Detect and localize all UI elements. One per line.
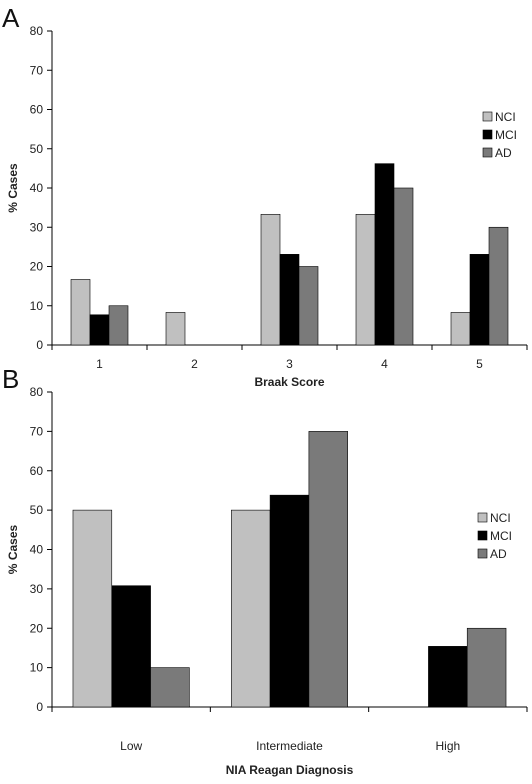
bar-mci <box>111 585 151 708</box>
legend-swatch-ad <box>482 147 493 158</box>
y-tick-label: 20 <box>30 260 44 274</box>
bar-mci <box>279 254 300 346</box>
bar-nci <box>231 509 271 708</box>
y-tick-label: 10 <box>30 299 44 313</box>
legend-label: MCI <box>490 529 512 543</box>
y-tick-label: 70 <box>30 424 44 438</box>
y-tick-label: 60 <box>30 464 44 478</box>
y-tick-label: 20 <box>30 621 44 635</box>
x-axis-title: NIA Reagan Diagnosis <box>226 763 354 777</box>
bar-nci <box>355 213 376 346</box>
legend-swatch-mci <box>482 129 493 140</box>
y-tick-label: 50 <box>30 503 44 517</box>
bar-ad <box>150 667 190 708</box>
y-tick-label: 60 <box>30 103 44 117</box>
x-axis-title: Braak Score <box>254 375 324 389</box>
legend-swatch-nci <box>482 111 493 122</box>
y-tick-label: 0 <box>36 700 43 714</box>
y-tick-label: 0 <box>36 338 43 352</box>
bar-mci <box>374 163 395 346</box>
bar-nci <box>165 312 186 346</box>
chart-panel-2: B 0 10 20 30 40 50 60 70 80 % Cases Low Intermediate… <box>2 364 528 777</box>
x-tick-label: Intermediate <box>256 739 323 753</box>
bar-ad <box>393 187 414 346</box>
bar-ad <box>466 627 507 708</box>
bar-ad <box>298 266 319 346</box>
legend-label: MCI <box>495 128 517 142</box>
y-tick-label: 80 <box>30 24 44 38</box>
x-tick-label: 2 <box>191 357 198 371</box>
y-tick-label: 70 <box>30 63 44 77</box>
y-tick-label: 50 <box>30 142 44 156</box>
bar-ad <box>488 226 509 346</box>
bar-nci <box>450 312 471 346</box>
y-tick-label: 10 <box>30 661 44 675</box>
legend-label: NCI <box>490 511 511 525</box>
legend-label: AD <box>495 146 512 160</box>
y-axis-title: % Cases <box>6 524 20 574</box>
x-tick-label: 1 <box>96 357 103 371</box>
panel-label: A <box>2 3 20 33</box>
panel-label: B <box>2 364 19 394</box>
bar-nci <box>70 279 91 346</box>
bar-ad <box>308 431 348 708</box>
bar-mci <box>269 494 310 708</box>
bar-ad <box>108 305 129 346</box>
bar-mci <box>89 314 110 346</box>
legend-label: NCI <box>495 110 516 124</box>
x-tick-label: Low <box>120 739 142 753</box>
y-axis-title: % Cases <box>6 163 20 213</box>
legend: NCI MCI AD <box>477 511 512 561</box>
x-tick-label: 4 <box>381 357 388 371</box>
bar-mci <box>428 646 468 708</box>
y-tick-label: 40 <box>30 543 44 557</box>
y-tick-label: 30 <box>30 220 44 234</box>
y-tick-label: 80 <box>30 385 44 399</box>
legend: NCI MCI AD <box>482 110 517 160</box>
legend-swatch-mci <box>477 530 488 541</box>
x-tick-label: 3 <box>286 357 293 371</box>
chart-panel-1: A 0 10 20 30 40 50 60 70 80 % Cases 1 2 3 4 5 Braak Scor… <box>2 3 528 389</box>
x-tick-label: High <box>435 739 460 753</box>
legend-label: AD <box>490 547 507 561</box>
x-tick-label: 5 <box>476 357 483 371</box>
bar-nci <box>260 213 281 346</box>
bar-mci <box>469 254 490 346</box>
y-tick-label: 40 <box>30 181 44 195</box>
legend-swatch-ad <box>477 548 488 559</box>
legend-swatch-nci <box>477 512 488 523</box>
y-tick-label: 30 <box>30 582 44 596</box>
bar-nci <box>72 509 113 708</box>
